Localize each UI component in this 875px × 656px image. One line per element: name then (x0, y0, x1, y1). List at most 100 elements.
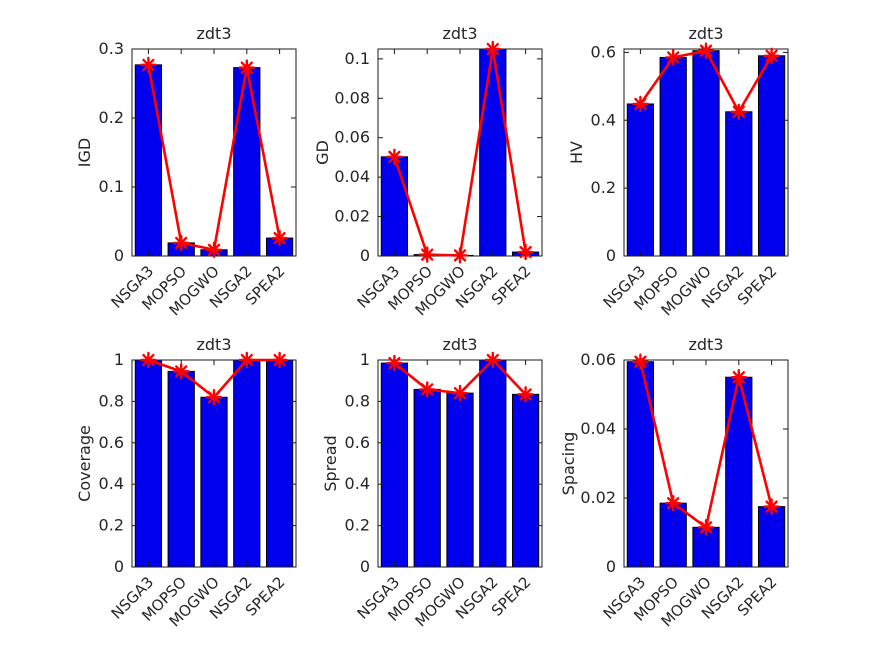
asterisk-marker (517, 386, 534, 403)
subplot-title: zdt3 (688, 24, 723, 43)
asterisk-marker (665, 494, 682, 512)
asterisk-marker (484, 40, 501, 58)
bar-mogwo (446, 392, 474, 568)
asterisk-marker (238, 59, 256, 76)
bar-nsga3 (134, 359, 163, 568)
asterisk-marker (172, 363, 190, 380)
asterisk-marker (205, 389, 223, 406)
subplot-hv: 00.20.40.6NSGA3MOPSOMOGWONSGA2SPEA2zdt3H… (567, 24, 789, 319)
bar-nsga3 (380, 362, 409, 568)
y-tick-label: 0.1 (345, 49, 370, 68)
bar-nsga2 (725, 111, 753, 257)
subplot-spread: 00.20.40.60.81NSGA3MOPSOMOGWONSGA2SPEA2z… (321, 335, 543, 630)
asterisk-marker (419, 246, 436, 263)
asterisk-marker (140, 351, 157, 369)
bar-mogwo (200, 396, 228, 568)
asterisk-marker (140, 56, 157, 74)
asterisk-marker (484, 351, 501, 369)
y-axis-label: IGD (75, 138, 94, 167)
asterisk-marker (730, 369, 747, 386)
asterisk-marker (517, 243, 534, 261)
asterisk-marker (205, 241, 223, 258)
y-tick-label: 0.6 (99, 433, 124, 452)
asterisk-marker (632, 95, 649, 113)
y-tick-label: 0 (360, 557, 370, 576)
asterisk-marker (271, 229, 288, 247)
subplot-coverage: 00.20.40.60.81NSGA3MOPSOMOGWONSGA2SPEA2z… (75, 335, 297, 630)
bar-nsga3 (626, 361, 655, 568)
bar-spea2 (757, 506, 786, 568)
bar-mogwo (692, 50, 720, 257)
y-tick-label: 0.2 (99, 108, 124, 127)
asterisk-marker (386, 148, 403, 166)
y-axis-label: GD (313, 140, 332, 165)
y-tick-label: 0.4 (591, 110, 616, 129)
y-tick-label: 0.4 (99, 474, 124, 493)
bar-nsga3 (134, 64, 163, 257)
subplot-title: zdt3 (196, 24, 231, 43)
y-axis-label: Spread (321, 435, 340, 491)
bar-mopso (659, 502, 687, 568)
y-tick-label: 0.02 (334, 207, 370, 226)
bar-nsga2 (479, 48, 507, 257)
asterisk-marker (697, 42, 715, 59)
bar-nsga2 (479, 359, 507, 568)
subplot-title: zdt3 (688, 335, 723, 354)
y-tick-label: 0.3 (99, 39, 124, 58)
y-tick-label: 0.02 (580, 488, 616, 507)
bar-spea2 (265, 359, 294, 568)
y-tick-label: 0 (114, 246, 124, 265)
y-axis-label: Spacing (559, 432, 578, 496)
asterisk-marker (451, 247, 469, 264)
y-tick-label: 0.04 (580, 419, 616, 438)
asterisk-marker (419, 381, 436, 398)
bar-spea2 (757, 55, 786, 257)
bar-nsga2 (233, 359, 261, 568)
y-tick-label: 0.8 (99, 391, 124, 410)
y-tick-label: 0.4 (345, 474, 370, 493)
y-axis-label: HV (567, 141, 586, 164)
y-tick-label: 1 (114, 350, 124, 369)
y-tick-label: 0.06 (334, 128, 370, 147)
y-tick-label: 0 (114, 557, 124, 576)
subplot-title: zdt3 (442, 24, 477, 43)
y-tick-label: 0.2 (345, 516, 370, 535)
asterisk-marker (763, 498, 780, 515)
asterisk-marker (238, 351, 256, 369)
asterisk-marker (632, 353, 649, 370)
subplot-title: zdt3 (442, 335, 477, 354)
y-axis-label: Coverage (75, 425, 94, 502)
y-tick-label: 0 (360, 246, 370, 265)
subplot-igd: 00.10.20.3NSGA3MOPSOMOGWONSGA2SPEA2zdt3I… (75, 24, 297, 319)
asterisk-marker (386, 354, 403, 372)
bar-nsga3 (626, 103, 655, 257)
y-tick-label: 0.08 (334, 88, 370, 107)
asterisk-marker (451, 384, 469, 402)
asterisk-marker (172, 234, 190, 252)
asterisk-marker (665, 49, 682, 66)
asterisk-marker (730, 103, 747, 120)
y-tick-label: 0.04 (334, 167, 370, 186)
bar-nsga2 (725, 376, 753, 568)
y-tick-label: 0.06 (580, 350, 616, 369)
y-tick-label: 0 (606, 246, 616, 265)
subplot-title: zdt3 (196, 335, 231, 354)
bar-spea2 (511, 393, 540, 568)
bar-mopso (659, 56, 687, 257)
y-tick-label: 0 (606, 557, 616, 576)
y-tick-label: 1 (360, 350, 370, 369)
y-tick-label: 0.1 (99, 177, 124, 196)
subplot-gd: 00.020.040.060.080.1NSGA3MOPSOMOGWONSGA2… (313, 24, 543, 319)
bar-mopso (413, 388, 441, 568)
subplot-spacing: 00.020.040.06NSGA3MOPSOMOGWONSGA2SPEA2zd… (559, 335, 789, 630)
y-tick-label: 0.8 (345, 391, 370, 410)
bar-mopso (167, 370, 195, 568)
y-tick-label: 0.2 (591, 178, 616, 197)
y-tick-label: 0.6 (345, 433, 370, 452)
asterisk-marker (271, 351, 288, 369)
asterisk-marker (697, 519, 715, 536)
y-tick-label: 0.6 (591, 42, 616, 61)
y-tick-label: 0.2 (99, 516, 124, 535)
